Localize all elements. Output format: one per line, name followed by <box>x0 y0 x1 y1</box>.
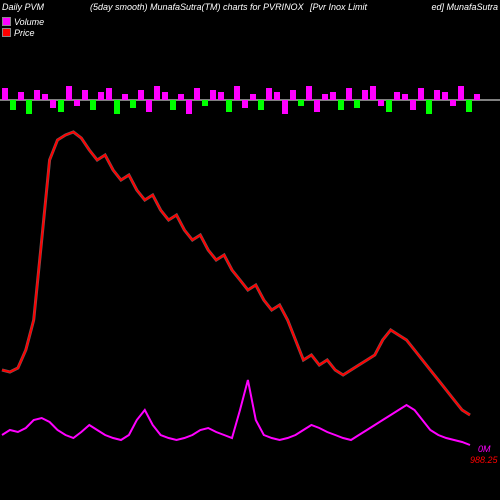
chart-area <box>0 40 500 500</box>
header-right: ed] MunafaSutra <box>431 2 498 12</box>
price-end-label: 988.25 <box>470 455 498 465</box>
header-center-left: (5day smooth) MunafaSutra(TM) charts for… <box>90 2 304 12</box>
legend-label-price: Price <box>14 28 35 38</box>
chart-svg <box>0 40 500 500</box>
volume-end-label: 0M <box>478 444 491 454</box>
legend-swatch-volume <box>2 17 11 26</box>
legend-item-volume: Volume <box>2 16 44 27</box>
header-left: Daily PVM <box>2 2 44 12</box>
header-center-right: [Pvr Inox Limit <box>310 2 367 12</box>
legend-swatch-price <box>2 28 11 37</box>
legend: Volume Price <box>2 16 44 38</box>
chart-header: Daily PVM (5day smooth) MunafaSutra(TM) … <box>0 2 500 16</box>
legend-label-volume: Volume <box>14 17 44 27</box>
legend-item-price: Price <box>2 27 44 38</box>
